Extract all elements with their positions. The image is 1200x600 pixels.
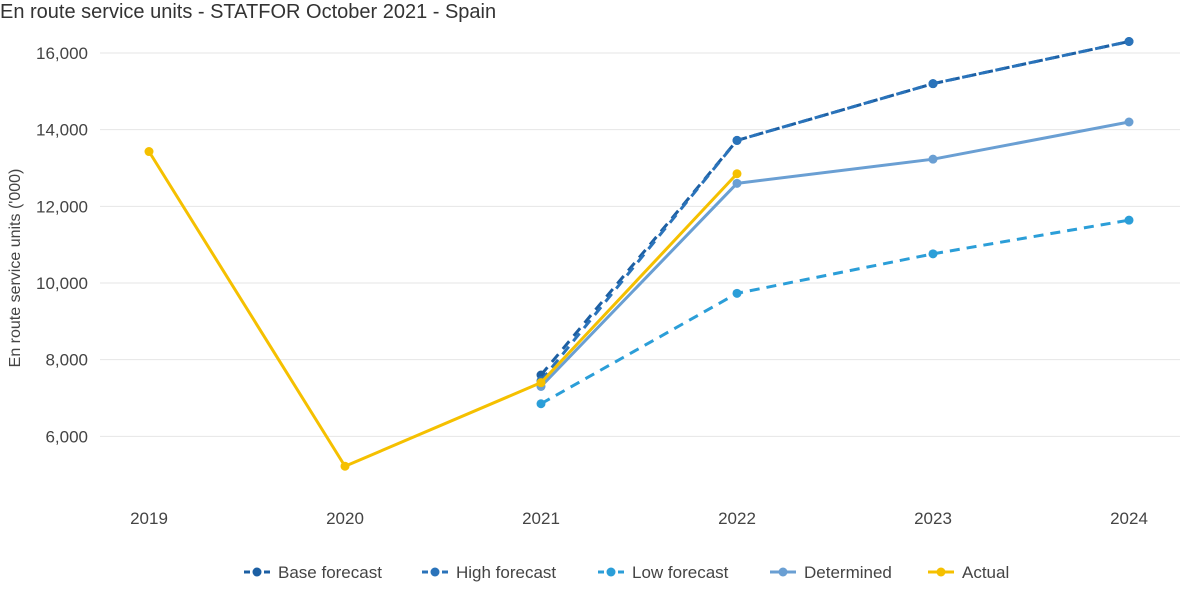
series-actual xyxy=(144,147,742,471)
x-tick-label: 2022 xyxy=(718,509,756,528)
legend-item[interactable]: Low forecast xyxy=(598,563,729,582)
x-tick-label: 2024 xyxy=(1110,509,1148,528)
y-tick-label: 12,000 xyxy=(36,197,88,216)
series-line xyxy=(540,218,1130,406)
series xyxy=(144,37,1134,471)
data-point xyxy=(536,399,546,409)
series-low-forecast xyxy=(536,215,1134,409)
data-point xyxy=(732,178,742,188)
data-point xyxy=(928,79,938,89)
data-point xyxy=(928,154,938,164)
gridlines xyxy=(100,52,1180,437)
legend-label: Determined xyxy=(804,563,892,582)
legend: Base forecast High forecast Low forecast De… xyxy=(244,563,1009,582)
legend-label: Low forecast xyxy=(632,563,729,582)
series-high-forecast xyxy=(536,37,1134,386)
legend-marker xyxy=(252,567,262,577)
chart-title: En route service units - STATFOR October… xyxy=(0,1,496,23)
y-tick-label: 14,000 xyxy=(36,121,88,140)
x-axis-ticks: 2019 2020 2021 2022 2023 2024 xyxy=(130,509,1148,528)
data-point xyxy=(1124,215,1134,225)
legend-marker xyxy=(778,567,788,577)
data-point xyxy=(144,147,154,157)
legend-item[interactable]: High forecast xyxy=(422,563,556,582)
series-determined xyxy=(536,117,1134,391)
legend-label: Base forecast xyxy=(278,563,382,582)
legend-item[interactable]: Determined xyxy=(770,563,892,582)
y-axis-ticks: 6,000 8,000 10,000 12,000 14,000 16,000 xyxy=(36,44,88,446)
legend-marker xyxy=(936,567,946,577)
x-tick-label: 2019 xyxy=(130,509,168,528)
data-point xyxy=(1124,117,1134,127)
series-line xyxy=(539,40,1130,376)
legend-item[interactable]: Actual xyxy=(928,563,1009,582)
data-point xyxy=(340,461,350,471)
legend-label: Actual xyxy=(962,563,1009,582)
y-tick-label: 6,000 xyxy=(45,427,88,446)
data-point xyxy=(732,288,742,298)
y-tick-label: 16,000 xyxy=(36,44,88,63)
series-line xyxy=(147,150,739,468)
legend-label: High forecast xyxy=(456,563,556,582)
y-axis-label: En route service units ('000) xyxy=(7,169,24,368)
y-tick-label: 10,000 xyxy=(36,274,88,293)
series-line xyxy=(539,120,1131,388)
data-point xyxy=(732,169,742,179)
x-tick-label: 2023 xyxy=(914,509,952,528)
legend-marker xyxy=(430,567,440,577)
series-line xyxy=(539,40,1130,382)
y-tick-label: 8,000 xyxy=(45,351,88,370)
x-tick-label: 2021 xyxy=(522,509,560,528)
legend-marker xyxy=(606,567,616,577)
data-point xyxy=(1124,37,1134,46)
data-point xyxy=(732,135,742,145)
legend-item[interactable]: Base forecast xyxy=(244,563,382,582)
data-point xyxy=(928,249,938,259)
series-base-forecast xyxy=(536,37,1134,380)
data-point xyxy=(536,378,546,388)
x-tick-label: 2020 xyxy=(326,509,364,528)
